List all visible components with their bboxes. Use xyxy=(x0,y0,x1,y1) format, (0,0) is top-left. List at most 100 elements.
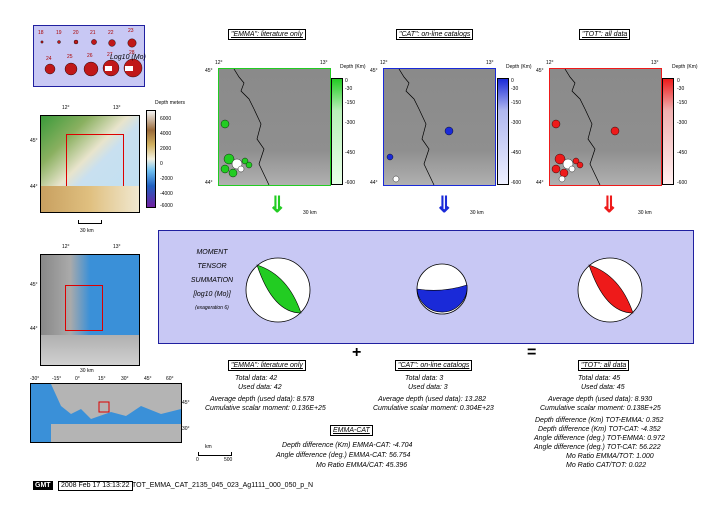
emma-depth-0: 0 xyxy=(345,78,348,84)
tot-label: "TOT": all data xyxy=(579,29,631,40)
tot-depth-450: -450 xyxy=(677,150,688,156)
topo-lat2: 44° xyxy=(30,184,38,190)
emma-depth-150: -150 xyxy=(345,100,356,106)
emma-label: "EMMA": literature only xyxy=(228,29,306,40)
europe-scale-bar xyxy=(198,452,232,456)
tot-map xyxy=(549,68,662,186)
emma-lat-bottom: 44° xyxy=(205,180,213,186)
mag-26: 26 xyxy=(87,53,93,59)
summation-line5: (exageration 6) xyxy=(195,305,229,311)
europe-lat-30: 30° xyxy=(182,426,190,432)
mag-24: 24 xyxy=(46,56,52,62)
europe-land-icon xyxy=(51,384,181,442)
topo-land xyxy=(41,186,139,212)
cat-total: Total data: 3 xyxy=(405,375,444,382)
mag-28: 28 xyxy=(129,50,135,56)
topo-map xyxy=(40,115,140,213)
summation-line4: [log10 (Mo)] xyxy=(193,291,231,298)
emma-cum: Cumulative scalar moment: 0.136E+25 xyxy=(205,405,326,412)
tot-angle-cat: Angle difference (deg.) TOT-CAT: 56.222 xyxy=(534,444,661,451)
mag-23: 23 xyxy=(128,28,134,34)
emma-scale: 30 km xyxy=(303,210,317,216)
europe-lon-m15: -15° xyxy=(52,376,62,382)
topo-zoom-box xyxy=(66,134,124,192)
europe-lat-45: 45° xyxy=(182,400,190,406)
tot-lat-top: 45° xyxy=(536,68,544,74)
cat-depth-0: 0 xyxy=(511,78,514,84)
emma-depth-30: -30 xyxy=(345,86,353,92)
europe-lon-m30: -30° xyxy=(30,376,40,382)
region-lat1: 45° xyxy=(30,282,38,288)
tot-coastline-icon xyxy=(551,68,620,186)
emma-cat-angle: Angle difference (deg.) EMMA-CAT: 56.754 xyxy=(276,452,411,459)
topo-val-4000: 4000 xyxy=(160,131,172,137)
gmt-logo: GMT xyxy=(33,481,53,490)
cat-lat-bottom: 44° xyxy=(370,180,378,186)
region-map xyxy=(40,254,140,366)
tot-stats-title: "TOT": all data xyxy=(578,360,630,371)
cat-depth-bar xyxy=(497,78,509,185)
topo-lat1: 45° xyxy=(30,138,38,144)
topo-val-m2000: -2000 xyxy=(160,176,173,182)
summation-caption: MOMENT TENSOR SUMMATION [log10 (Mo)] (ex… xyxy=(177,249,247,311)
emma-depth-600: -600 xyxy=(345,180,356,186)
cat-scale: 30 km xyxy=(470,210,484,216)
emma-lon-left: 12° xyxy=(215,60,223,66)
cat-lat-top: 45° xyxy=(370,68,378,74)
tot-depth-300: -300 xyxy=(677,120,688,126)
topo-lon1: 12° xyxy=(62,105,70,111)
emma-cat-depth: Depth difference (Km) EMMA-CAT: -4.704 xyxy=(282,442,413,449)
cat-avg: Average depth (used data): 13.282 xyxy=(378,396,487,403)
topo-scale-bar xyxy=(78,220,102,224)
tot-used: Used data: 45 xyxy=(581,384,625,391)
emma-beachball-icon xyxy=(245,257,311,323)
cat-depth-30: -30 xyxy=(511,86,519,92)
europe-scale-0: 0 xyxy=(196,457,199,463)
emma-total: Total data: 42 xyxy=(235,375,278,382)
region-lon2: 13° xyxy=(113,244,121,250)
mag-25: 25 xyxy=(67,54,73,60)
emma-cat-title: EMMA-CAT xyxy=(330,425,373,436)
tot-angle-emma: Angle difference (deg.) TOT-EMMA: 0.972 xyxy=(534,435,665,442)
tot-scale: 30 km xyxy=(638,210,652,216)
cat-depth-title: Depth (Km) xyxy=(506,64,532,70)
region-lat2: 44° xyxy=(30,326,38,332)
tot-cum: Cumulative scalar moment: 0.138E+25 xyxy=(540,405,661,412)
region-land xyxy=(41,335,139,365)
tot-arrow-icon: ⇓ xyxy=(600,192,619,217)
summation-line1: MOMENT xyxy=(196,249,228,256)
region-lon1: 12° xyxy=(62,244,70,250)
cat-depth-600: -600 xyxy=(511,180,522,186)
cat-stats-title: "CAT": on-line catalogs xyxy=(395,360,473,371)
mag-21: 21 xyxy=(90,30,96,36)
footer-file: TOT_EMMA_CAT_2135_045_023_Ag1111_000_050… xyxy=(132,482,314,489)
europe-lon-0: 0° xyxy=(75,376,80,382)
mag-19: 19 xyxy=(56,30,62,36)
topo-title: Depth meters xyxy=(155,100,186,106)
cat-depth-450: -450 xyxy=(511,150,522,156)
cat-lon-right: 13° xyxy=(486,60,494,66)
emma-arrow-icon: ⇓ xyxy=(268,192,287,217)
tot-depth-600: -600 xyxy=(677,180,688,186)
tot-ratio-cat: Mo Ratio CAT/TOT: 0.022 xyxy=(566,462,647,469)
cat-lon-left: 12° xyxy=(380,60,388,66)
cat-coastline-icon xyxy=(386,68,454,186)
summation-panel: MOMENT TENSOR SUMMATION [log10 (Mo)] (ex… xyxy=(158,230,694,344)
mag-22: 22 xyxy=(108,30,114,36)
region-scale: 30 km xyxy=(80,368,94,374)
summation-line3: SUMMATION xyxy=(190,277,234,284)
tot-beachball-icon xyxy=(577,257,643,323)
cat-arrow-icon: ⇓ xyxy=(435,192,454,217)
magnitude-legend: 18 19 20 21 22 23 24 25 26 27 28 Log10 (… xyxy=(33,25,146,87)
cat-depth-150: -150 xyxy=(511,100,522,106)
plus-sign: + xyxy=(352,344,362,361)
tot-depth-title: Depth (Km) xyxy=(672,64,698,70)
topo-val-2000: 2000 xyxy=(160,146,172,152)
summation-line2: TENSOR xyxy=(197,263,227,270)
europe-lon-15: 15° xyxy=(98,376,106,382)
emma-depth-450: -450 xyxy=(345,150,356,156)
cat-label: "CAT": on-line catalogs xyxy=(396,29,474,40)
emma-depth-title: Depth (Km) xyxy=(340,64,366,70)
tot-depth-cat: Depth difference (Km) TOT-CAT: -4.352 xyxy=(538,426,661,433)
europe-lon-30: 30° xyxy=(121,376,129,382)
